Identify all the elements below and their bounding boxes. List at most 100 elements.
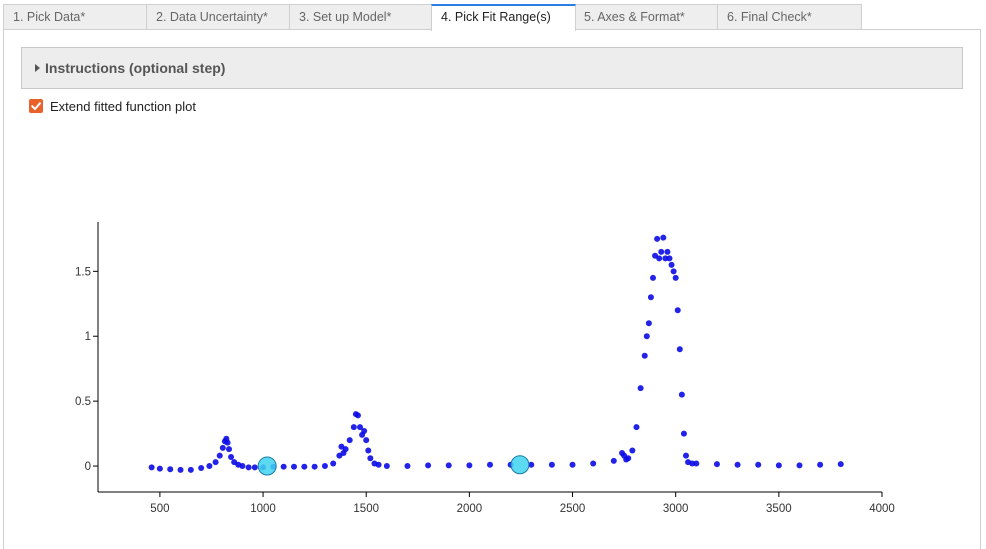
data-point: [404, 463, 411, 470]
data-point: [354, 412, 361, 419]
data-point: [693, 460, 700, 467]
data-point: [674, 307, 681, 314]
data-point: [487, 461, 493, 468]
data-point: [676, 346, 683, 353]
data-point: [357, 424, 364, 431]
data-point: [734, 461, 741, 468]
data-point: [647, 294, 654, 301]
tab-pick-data[interactable]: 1. Pick Data*: [3, 4, 148, 29]
data-point: [156, 465, 163, 472]
x-tick-label: 500: [150, 503, 169, 515]
data-point: [239, 463, 246, 470]
data-point: [656, 255, 663, 262]
data-point: [590, 460, 597, 467]
instructions-toggle[interactable]: Instructions (optional step): [21, 47, 963, 89]
tab-data-uncertainty[interactable]: 2. Data Uncertainty*: [146, 4, 291, 29]
tab-final-check[interactable]: 6. Final Check*: [717, 4, 862, 29]
data-point: [625, 455, 632, 462]
data-point: [633, 424, 640, 431]
data-point: [837, 461, 844, 468]
data-point: [365, 447, 372, 454]
data-point: [775, 462, 782, 469]
data-point: [672, 274, 679, 281]
data-point: [629, 447, 636, 454]
data-point: [219, 444, 226, 451]
fit-range-handle[interactable]: [510, 455, 530, 475]
y-tick-label: 1: [85, 331, 91, 343]
data-point: [224, 439, 231, 446]
data-point: [226, 446, 233, 453]
y-tick-label: 0.5: [75, 396, 91, 408]
data-points: [148, 234, 844, 473]
data-point: [817, 461, 824, 468]
data-point: [342, 446, 349, 453]
chart-axes: 500 1000 1500 2000 2500 3000 3500 4000 0 0.5 1 1.5: [75, 222, 895, 515]
data-point: [528, 461, 535, 468]
data-point: [637, 385, 644, 392]
data-point: [177, 466, 184, 473]
data-point: [206, 463, 213, 470]
data-point: [662, 255, 669, 262]
data-point: [148, 464, 155, 471]
x-tick-label: 4000: [869, 503, 895, 515]
checkmark-icon: [31, 102, 41, 110]
data-point: [680, 430, 687, 437]
data-point: [321, 463, 328, 470]
data-point: [670, 268, 677, 275]
data-point: [689, 460, 696, 467]
data-point: [641, 352, 648, 359]
data-point: [167, 466, 174, 473]
data-point: [311, 463, 318, 470]
disclosure-triangle-icon: [35, 64, 40, 72]
data-point: [251, 464, 258, 471]
data-point: [363, 437, 370, 444]
data-point: [187, 466, 194, 473]
data-point: [660, 234, 667, 241]
tab-pick-fit-ranges[interactable]: 4. Pick Fit Range(s): [431, 4, 576, 31]
x-tick-label: 2500: [560, 503, 586, 515]
data-point: [664, 248, 671, 255]
data-point: [649, 274, 656, 281]
data-point: [361, 427, 368, 434]
instructions-label: Instructions (optional step): [45, 60, 226, 76]
tab-axes-format[interactable]: 5. Axes & Format*: [574, 4, 719, 29]
extend-fit-label: Extend fitted function plot: [50, 99, 196, 114]
y-tick-label: 0: [85, 461, 91, 473]
data-point: [654, 235, 661, 242]
data-point: [683, 452, 689, 459]
data-point: [643, 333, 650, 340]
x-tick-label: 1000: [250, 503, 276, 515]
data-point: [713, 461, 720, 468]
data-point: [548, 461, 555, 468]
extend-fit-checkbox[interactable]: [29, 99, 43, 113]
data-point: [291, 463, 297, 470]
data-point: [466, 462, 473, 469]
data-point: [280, 463, 287, 470]
data-point: [668, 261, 675, 268]
data-point: [245, 464, 252, 471]
x-tick-label: 1500: [353, 503, 379, 515]
data-point: [228, 453, 235, 460]
data-point: [216, 452, 223, 459]
fit-range-handle[interactable]: [257, 456, 277, 476]
data-point: [569, 461, 576, 468]
data-point: [383, 463, 390, 470]
x-tick-label: 2000: [457, 503, 483, 515]
data-point: [367, 455, 374, 462]
tab-set-up-model[interactable]: 3. Set up Model*: [289, 4, 433, 29]
data-point: [375, 461, 382, 468]
data-point: [301, 463, 308, 470]
x-tick-label: 3500: [766, 503, 792, 515]
fit-range-handles[interactable]: [257, 455, 530, 476]
data-point: [678, 391, 685, 398]
data-point: [425, 462, 432, 469]
data-point: [198, 464, 205, 471]
data-point: [350, 424, 357, 431]
tab-bar: 1. Pick Data* 2. Data Uncertainty* 3. Se…: [3, 4, 863, 31]
data-point: [755, 461, 762, 468]
data-point: [212, 459, 219, 466]
y-tick-label: 1.5: [75, 266, 91, 278]
data-point: [658, 248, 665, 255]
data-point: [666, 255, 673, 262]
